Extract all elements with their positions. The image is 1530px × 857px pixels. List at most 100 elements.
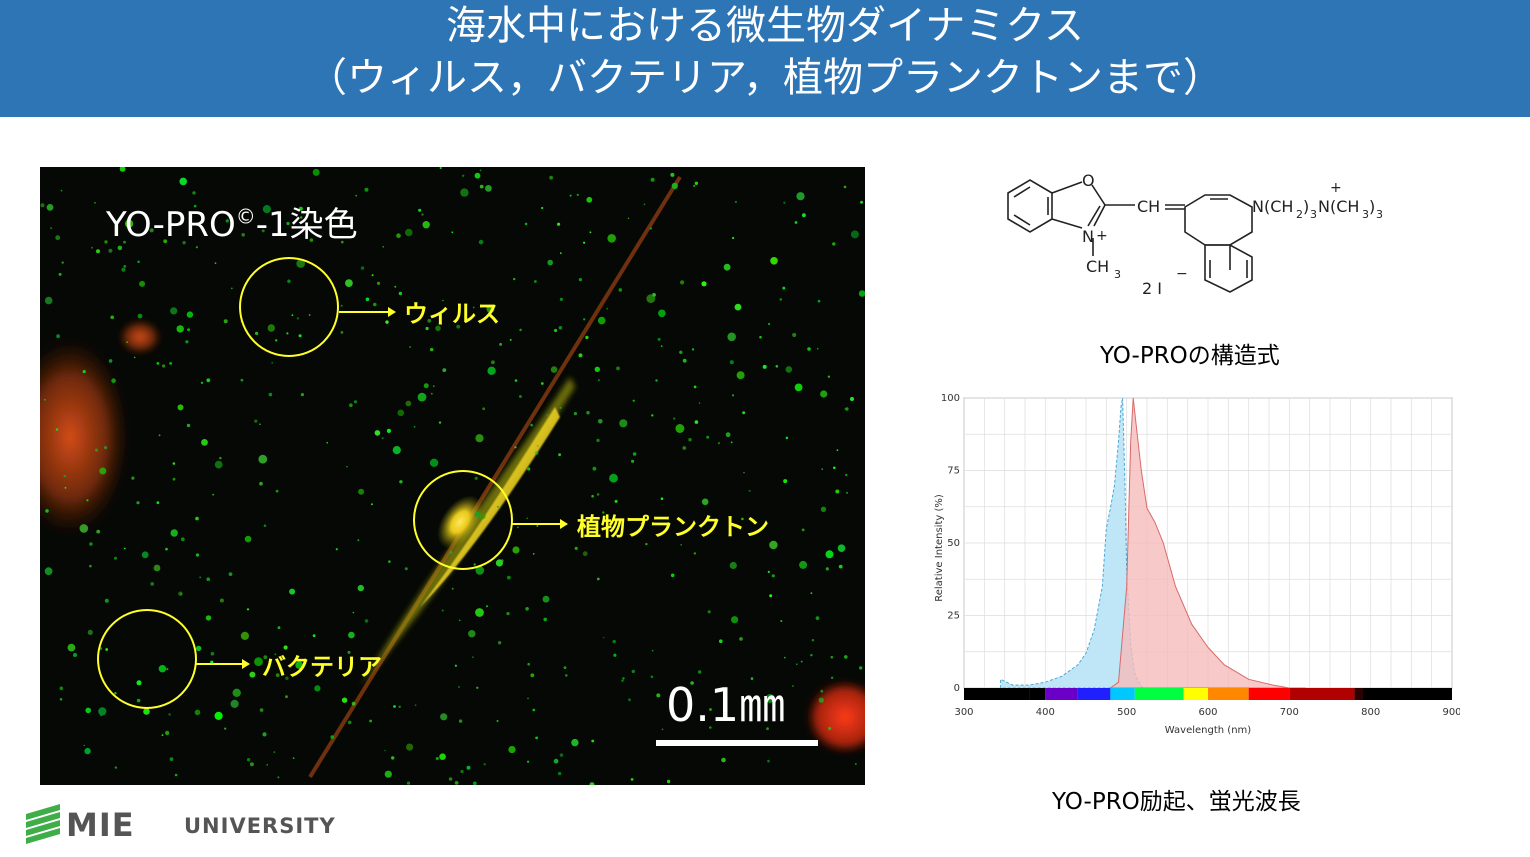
particle bbox=[137, 313, 143, 319]
particle bbox=[794, 383, 803, 392]
particle bbox=[186, 311, 194, 318]
particle bbox=[645, 542, 648, 546]
particle bbox=[476, 686, 479, 689]
particle bbox=[87, 629, 93, 635]
particle bbox=[214, 711, 223, 721]
particle bbox=[139, 280, 146, 287]
particle bbox=[530, 423, 533, 427]
logo-brand: MIE bbox=[66, 806, 135, 844]
x-tick-label: 900 bbox=[1442, 707, 1460, 718]
particle bbox=[422, 221, 430, 229]
particle bbox=[800, 660, 803, 663]
particle bbox=[682, 358, 687, 363]
phytoplankton-circle bbox=[413, 470, 513, 570]
particle bbox=[799, 560, 808, 569]
particle bbox=[767, 759, 770, 763]
particle bbox=[586, 196, 593, 203]
spectrum-band bbox=[964, 688, 1030, 700]
particle bbox=[783, 201, 786, 204]
particle bbox=[212, 493, 215, 496]
x-tick-label: 300 bbox=[954, 707, 973, 718]
particle bbox=[277, 626, 281, 629]
particle bbox=[406, 743, 414, 751]
mie-logo-mark bbox=[26, 804, 60, 844]
particle bbox=[775, 365, 779, 368]
particle bbox=[169, 362, 173, 365]
scale-bar bbox=[656, 740, 818, 746]
svg-text:CH: CH bbox=[1137, 197, 1160, 216]
particle bbox=[583, 318, 586, 321]
particle bbox=[535, 736, 538, 740]
particle bbox=[514, 446, 517, 449]
particle bbox=[640, 522, 644, 525]
particle bbox=[225, 219, 229, 223]
particle bbox=[527, 760, 530, 763]
particle bbox=[458, 619, 461, 622]
particle bbox=[628, 698, 631, 702]
particle bbox=[398, 291, 403, 296]
particle bbox=[506, 612, 510, 616]
particle bbox=[479, 184, 484, 189]
particle bbox=[655, 379, 658, 382]
svg-text:3: 3 bbox=[1362, 208, 1369, 221]
particle bbox=[365, 297, 370, 302]
particle bbox=[98, 707, 107, 716]
particle bbox=[658, 309, 666, 318]
particle bbox=[785, 436, 789, 440]
particle bbox=[141, 551, 149, 559]
svg-text:2 I: 2 I bbox=[1142, 279, 1162, 298]
spectrum-band bbox=[1248, 688, 1290, 700]
particle bbox=[721, 757, 726, 763]
particle bbox=[843, 185, 847, 189]
particle bbox=[170, 307, 178, 315]
particle bbox=[94, 202, 96, 204]
particle bbox=[67, 643, 76, 652]
particle bbox=[163, 239, 168, 244]
particle bbox=[63, 474, 66, 478]
spectrum-band bbox=[1208, 688, 1249, 700]
particle bbox=[371, 274, 374, 277]
particle bbox=[693, 552, 696, 555]
particle bbox=[496, 505, 499, 508]
y-axis-ticks: 0 25 50 75 100 bbox=[941, 393, 960, 694]
particle bbox=[845, 473, 848, 477]
particle bbox=[156, 362, 160, 365]
particle bbox=[530, 673, 535, 678]
particle bbox=[119, 167, 126, 172]
particle bbox=[312, 168, 320, 176]
y-tick-label: 0 bbox=[954, 683, 960, 694]
particle bbox=[421, 213, 424, 216]
particle bbox=[491, 360, 495, 365]
svg-text:N: N bbox=[1082, 227, 1094, 246]
particle bbox=[136, 680, 142, 686]
particle bbox=[268, 392, 273, 397]
particle bbox=[794, 221, 798, 224]
y-tick-label: 25 bbox=[947, 611, 960, 622]
particle bbox=[482, 407, 486, 411]
particle bbox=[96, 249, 100, 254]
particle bbox=[369, 719, 372, 723]
particle bbox=[830, 655, 834, 659]
particle bbox=[165, 547, 168, 551]
particle bbox=[474, 511, 480, 517]
particle bbox=[524, 222, 528, 226]
particle bbox=[206, 577, 210, 581]
particle bbox=[286, 221, 290, 226]
svg-text:+: + bbox=[1330, 180, 1342, 196]
particle bbox=[255, 331, 259, 335]
particle bbox=[474, 172, 481, 179]
particle bbox=[534, 280, 537, 283]
particle bbox=[153, 564, 161, 572]
svg-text:CH: CH bbox=[1086, 257, 1109, 276]
particle bbox=[512, 546, 520, 554]
particle bbox=[810, 592, 813, 594]
particle bbox=[123, 547, 126, 550]
particle bbox=[133, 356, 136, 359]
particle bbox=[585, 335, 589, 340]
particle bbox=[594, 366, 600, 372]
particle bbox=[821, 468, 824, 471]
particle bbox=[670, 172, 675, 177]
particle bbox=[762, 364, 767, 369]
particle bbox=[837, 544, 846, 552]
particle bbox=[771, 574, 775, 578]
